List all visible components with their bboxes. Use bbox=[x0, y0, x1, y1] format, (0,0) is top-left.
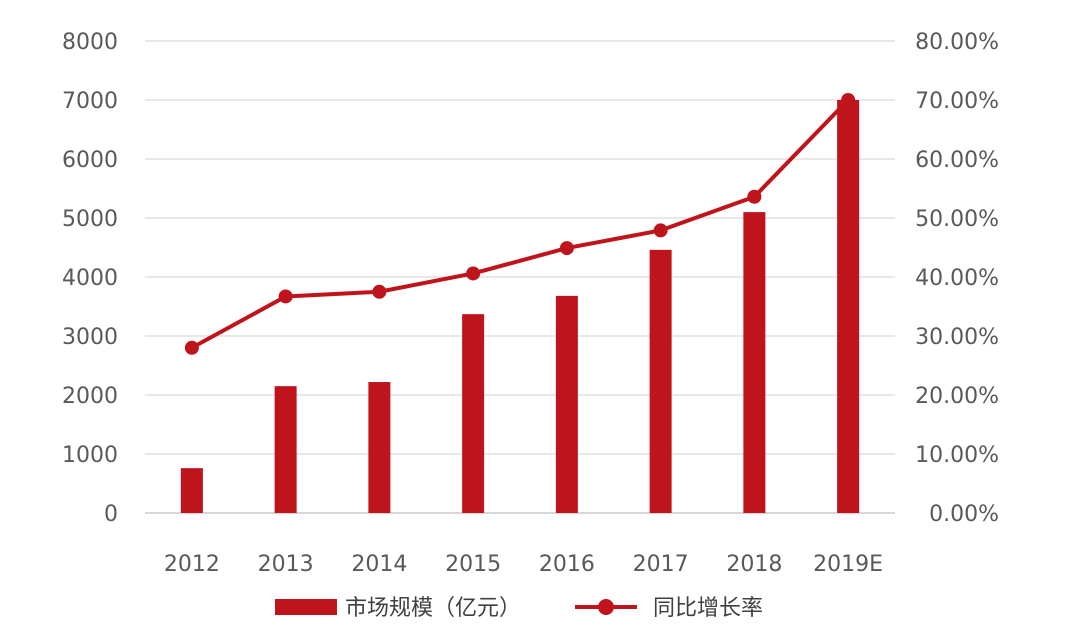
left-axis-ticks: 0 1000 2000 3000 4000 5000 6000 7000 8000 bbox=[62, 30, 118, 527]
growth-point bbox=[466, 266, 481, 281]
bar bbox=[743, 212, 766, 513]
gridlines bbox=[145, 40, 895, 514]
legend-line-label: 同比增长率 bbox=[653, 596, 763, 621]
x-axis-tick-label: 2017 bbox=[633, 552, 689, 577]
right-axis-tick-label: 20.00% bbox=[915, 384, 999, 409]
left-axis-tick-label: 8000 bbox=[62, 30, 118, 55]
x-axis-tick-label: 2015 bbox=[445, 552, 501, 577]
right-axis-tick-label: 80.00% bbox=[915, 30, 999, 55]
left-axis-tick-label: 2000 bbox=[62, 384, 118, 409]
growth-line bbox=[190, 98, 850, 350]
right-axis-ticks: 0.00% 10.00% 20.00% 30.00% 40.00% 50.00% 60.00… bbox=[915, 30, 999, 527]
x-axis-tick-label: 2016 bbox=[539, 552, 595, 577]
left-axis-tick-label: 7000 bbox=[62, 89, 118, 114]
growth-point bbox=[372, 284, 387, 299]
right-axis-tick-label: 50.00% bbox=[915, 207, 999, 232]
x-axis-tick-label: 2018 bbox=[726, 552, 782, 577]
right-axis-tick-label: 60.00% bbox=[915, 148, 999, 173]
bar bbox=[837, 100, 860, 513]
x-axis-tick-label: 2013 bbox=[258, 552, 314, 577]
growth-point bbox=[278, 289, 293, 304]
bar bbox=[180, 468, 203, 513]
bar bbox=[368, 382, 391, 513]
bar bbox=[649, 249, 672, 514]
left-axis-tick-label: 3000 bbox=[62, 325, 118, 350]
bar bbox=[555, 295, 578, 513]
growth-point bbox=[747, 189, 762, 204]
x-axis-tick-label: 2019E bbox=[813, 552, 883, 577]
growth-point bbox=[184, 340, 199, 355]
x-axis-tick-label: 2012 bbox=[164, 552, 220, 577]
right-axis-tick-label: 30.00% bbox=[915, 325, 999, 350]
growth-point bbox=[841, 93, 856, 107]
bar bbox=[274, 386, 297, 513]
left-axis-tick-label: 1000 bbox=[62, 443, 118, 468]
bar-series bbox=[180, 100, 860, 514]
growth-point bbox=[559, 241, 574, 256]
legend-bar-swatch bbox=[275, 599, 337, 615]
right-axis-tick-label: 10.00% bbox=[915, 443, 999, 468]
bar bbox=[462, 314, 485, 513]
legend-line-marker bbox=[598, 599, 614, 615]
left-axis-tick-label: 0 bbox=[104, 502, 118, 527]
line-series bbox=[184, 93, 856, 355]
legend: 市场规模（亿元） 同比增长率 bbox=[275, 596, 763, 621]
right-axis-tick-label: 0.00% bbox=[929, 502, 999, 527]
growth-point bbox=[653, 223, 668, 238]
x-axis-tick-label: 2014 bbox=[351, 552, 407, 577]
right-axis-tick-label: 70.00% bbox=[915, 89, 999, 114]
left-axis-tick-label: 6000 bbox=[62, 148, 118, 173]
legend-bar-label: 市场规模（亿元） bbox=[345, 596, 521, 621]
x-axis-ticks: 2012 2013 2014 2015 2016 2017 2018 2019E bbox=[164, 552, 883, 577]
left-axis-tick-label: 5000 bbox=[62, 207, 118, 232]
right-axis-tick-label: 40.00% bbox=[915, 266, 999, 291]
left-axis-tick-label: 4000 bbox=[62, 266, 118, 291]
